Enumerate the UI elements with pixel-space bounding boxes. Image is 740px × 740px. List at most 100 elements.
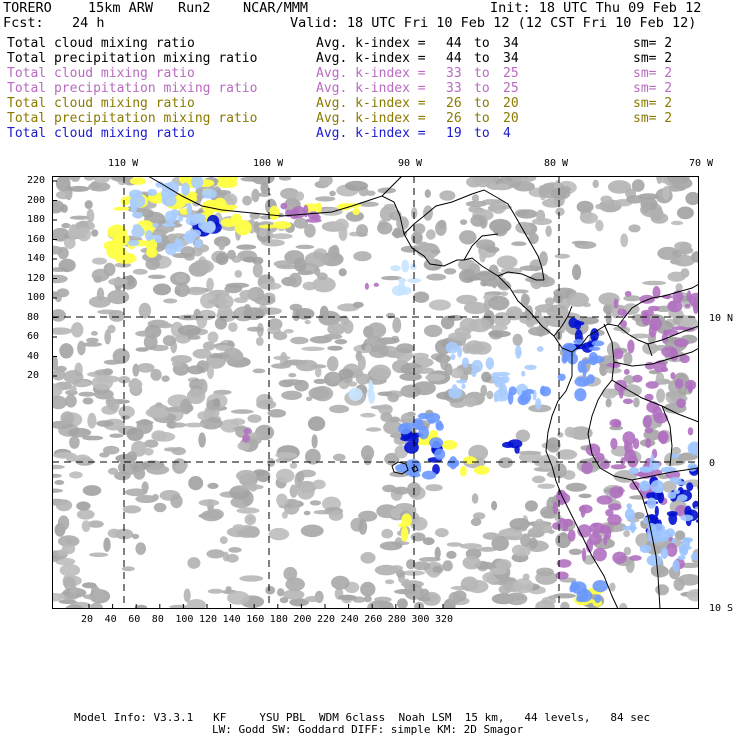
model-info: Model Info: V3.3.1 KF YSU PBL WDM 6class… — [74, 711, 651, 724]
tick-marks — [52, 180, 444, 609]
forecast-label: Fcst: — [3, 15, 44, 31]
x-tick-label: 240 — [340, 614, 359, 625]
y-tick-label: 160 — [27, 233, 46, 245]
forecast-map — [52, 176, 699, 609]
legend-row: Total cloud mixing ratio Avg. k-index = 19… — [0, 126, 740, 141]
legend-field: Total cloud mixing ratio — [7, 126, 195, 141]
legend-range-to: to — [474, 81, 490, 96]
legend-range-to: to — [474, 126, 490, 141]
lat-label-eq: 0 — [709, 458, 716, 469]
legend-range-to: to — [474, 96, 490, 111]
legend-field: Total cloud mixing ratio — [7, 66, 195, 81]
x-tick-label: 160 — [246, 614, 265, 625]
map-frame — [52, 176, 699, 609]
org-label: NCAR/MMM — [243, 0, 309, 16]
lon-label-90w: 90 W — [398, 158, 423, 169]
lat-lon-grid — [52, 176, 699, 609]
legend-smoothing: sm= 2 — [633, 111, 673, 126]
y-tick-label: 220 — [27, 175, 46, 186]
legend-range-to: to — [474, 66, 490, 81]
legend-range-from: 44 — [446, 36, 462, 51]
legend-range-upto: 4 — [503, 126, 511, 141]
forecast-hour: 24 h — [72, 15, 105, 31]
legend-range-to: to — [474, 36, 490, 51]
legend-range-upto: 34 — [503, 51, 519, 66]
y-tick-label: 20 — [27, 370, 40, 381]
legend-index-label: Avg. k-index = — [316, 81, 426, 96]
legend-range-from: 33 — [446, 81, 462, 96]
legend-index-label: Avg. k-index = — [316, 126, 426, 141]
legend-field: Total precipitation mixing ratio — [7, 111, 258, 126]
legend-range-to: to — [474, 51, 490, 66]
legend-range-upto: 25 — [503, 81, 519, 96]
x-tick-label: 180 — [269, 614, 288, 625]
legend-index-label: Avg. k-index = — [316, 36, 426, 51]
lat-label-10s: 10 S — [709, 603, 734, 614]
x-tick-label: 300 — [411, 614, 430, 625]
model-name: TORERO — [3, 0, 52, 16]
x-tick-label: 60 — [128, 614, 141, 625]
x-tick-label: 320 — [435, 614, 454, 625]
y-tick-label: 40 — [27, 350, 40, 362]
x-tick-label: 140 — [222, 614, 241, 625]
x-tick-label: 40 — [104, 614, 117, 625]
legend-field: Total precipitation mixing ratio — [7, 81, 258, 96]
legend-range-to: to — [474, 111, 490, 126]
legend-smoothing: sm= 2 — [633, 36, 673, 51]
legend-range-upto: 20 — [503, 96, 519, 111]
legend-field: Total cloud mixing ratio — [7, 96, 195, 111]
run-label: Run2 — [178, 0, 211, 16]
x-tick-label: 20 — [81, 614, 94, 625]
legend-index-label: Avg. k-index = — [316, 96, 426, 111]
lon-label-70w: 70 W — [689, 158, 714, 169]
legend-range-from: 26 — [446, 96, 462, 111]
lon-label-110w: 110 W — [108, 158, 139, 169]
legend-range-from: 19 — [446, 126, 462, 141]
lat-label-10n: 10 N — [709, 313, 734, 324]
legend-smoothing: sm= 2 — [633, 51, 673, 66]
x-tick-label: 280 — [387, 614, 406, 625]
legend-smoothing: sm= 2 — [633, 66, 673, 81]
legend-field: Total precipitation mixing ratio — [7, 51, 258, 66]
legend-index-label: Avg. k-index = — [316, 111, 426, 126]
legend-row: Total cloud mixing ratio Avg. k-index = 26… — [0, 96, 740, 111]
legend-smoothing: sm= 2 — [633, 96, 673, 111]
lon-label-80w: 80 W — [544, 158, 569, 169]
model-physics: LW: Godd SW: Goddard DIFF: simple KM: 2D… — [212, 723, 524, 736]
y-tick-label: 140 — [27, 253, 46, 264]
legend-range-from: 44 — [446, 51, 462, 66]
legend-index-label: Avg. k-index = — [316, 51, 426, 66]
legend-row: Total precipitation mixing ratio Avg. k-i… — [0, 111, 740, 126]
y-tick-label: 180 — [27, 214, 46, 225]
legend-range-upto: 20 — [503, 111, 519, 126]
y-tick-label: 80 — [27, 311, 40, 323]
y-tick-label: 60 — [27, 331, 40, 342]
legend-range-from: 26 — [446, 111, 462, 126]
legend-row: Total cloud mixing ratio Avg. k-index = 44… — [0, 36, 740, 51]
legend-range-from: 33 — [446, 66, 462, 81]
legend-range-upto: 25 — [503, 66, 519, 81]
x-tick-label: 80 — [151, 614, 164, 625]
init-time: Init: 18 UTC Thu 09 Feb 12 — [490, 0, 702, 16]
legend-smoothing: sm= 2 — [633, 81, 673, 96]
x-tick-label: 120 — [199, 614, 218, 625]
lon-label-100w: 100 W — [253, 158, 284, 169]
y-tick-label: 120 — [27, 272, 46, 284]
y-tick-label: 100 — [27, 292, 46, 303]
y-tick-label: 200 — [27, 194, 46, 206]
legend-range-upto: 34 — [503, 36, 519, 51]
coastlines — [147, 176, 699, 609]
legend-field: Total cloud mixing ratio — [7, 36, 195, 51]
valid-time: Valid: 18 UTC Fri 10 Feb 12 (12 CST Fri … — [290, 15, 697, 31]
legend-row: Total precipitation mixing ratio Avg. k-i… — [0, 51, 740, 66]
x-tick-label: 260 — [364, 614, 383, 625]
legend-index-label: Avg. k-index = — [316, 66, 426, 81]
legend-row: Total precipitation mixing ratio Avg. k-i… — [0, 81, 740, 96]
purple-cloud-shading — [242, 202, 699, 580]
x-tick-label: 200 — [293, 614, 312, 625]
model-resolution: 15km ARW — [88, 0, 154, 16]
x-tick-label: 220 — [317, 614, 336, 625]
x-tick-label: 100 — [175, 614, 194, 625]
blue-cloud-shading — [127, 176, 699, 604]
legend-row: Total cloud mixing ratio Avg. k-index = 33… — [0, 66, 740, 81]
